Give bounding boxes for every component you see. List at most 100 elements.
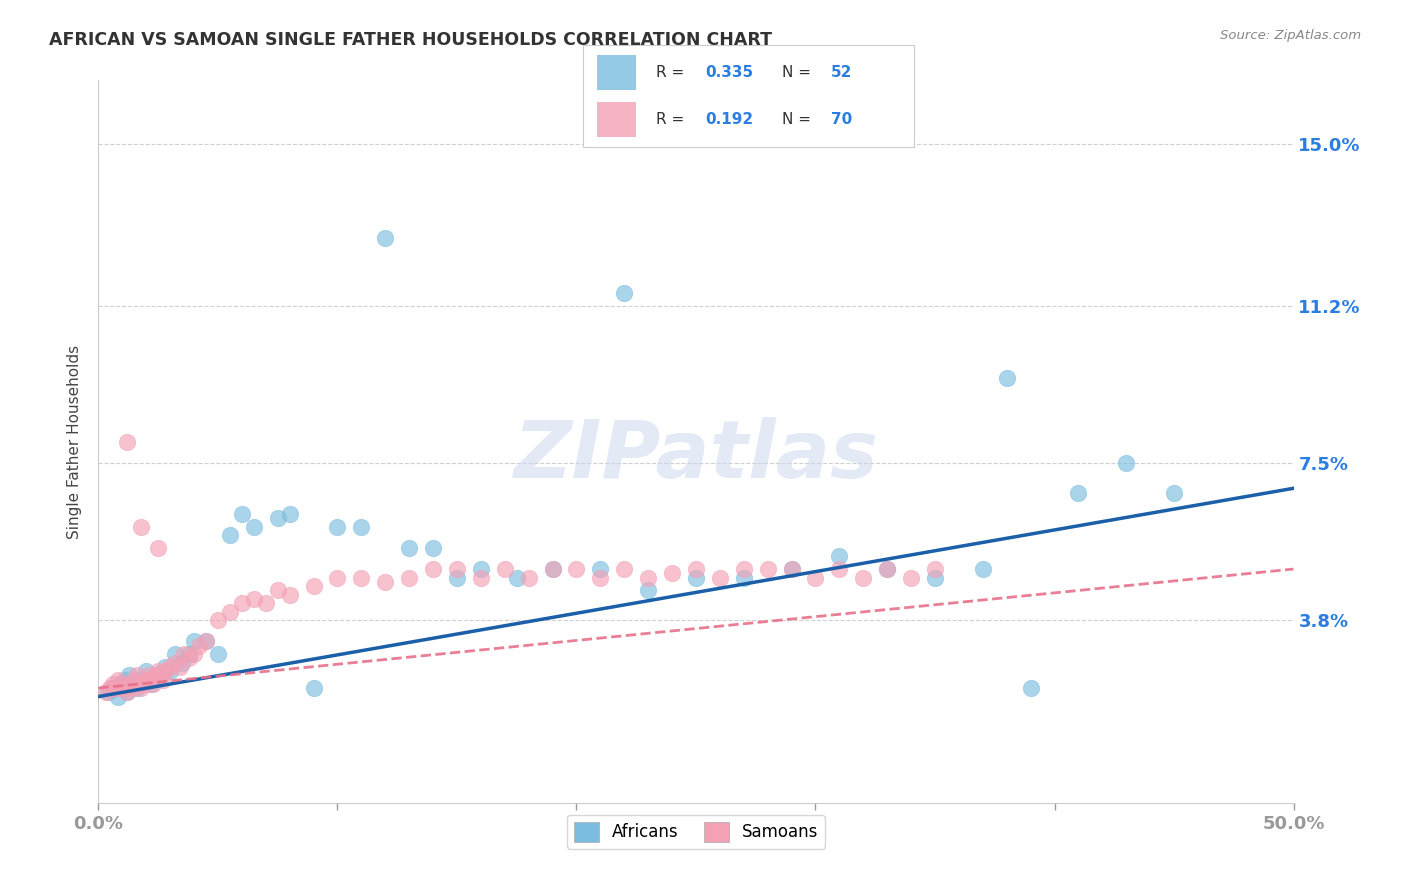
Point: [733, 570, 755, 584]
Point: [118, 668, 141, 682]
Point: [876, 562, 898, 576]
Point: [517, 570, 540, 584]
Text: ZIPatlas: ZIPatlas: [513, 417, 879, 495]
Point: [148, 541, 170, 555]
Point: [169, 660, 191, 674]
Text: R =: R =: [657, 65, 689, 79]
Point: [231, 596, 253, 610]
Point: [94, 685, 117, 699]
Point: [219, 528, 242, 542]
Point: [179, 647, 201, 661]
Bar: [596, 55, 637, 90]
Point: [278, 507, 301, 521]
Point: [398, 541, 420, 555]
Point: [107, 690, 129, 704]
Point: [131, 681, 153, 695]
Point: [125, 681, 148, 695]
Point: [155, 664, 177, 678]
Point: [350, 519, 373, 533]
Point: [107, 673, 129, 687]
Point: [124, 677, 146, 691]
Point: [446, 570, 468, 584]
Point: [398, 570, 420, 584]
Point: [972, 562, 994, 576]
Text: R =: R =: [657, 112, 689, 127]
Point: [132, 677, 155, 691]
Point: [243, 591, 266, 606]
Text: 70: 70: [831, 112, 852, 127]
Point: [121, 681, 143, 695]
Point: [128, 677, 150, 691]
Point: [138, 668, 160, 682]
Y-axis label: Single Father Households: Single Father Households: [67, 344, 83, 539]
Point: [148, 664, 170, 678]
Point: [207, 647, 229, 661]
Point: [183, 634, 205, 648]
Point: [589, 570, 612, 584]
Point: [98, 681, 122, 695]
Point: [183, 647, 205, 661]
Point: [155, 660, 177, 674]
Point: [243, 519, 266, 533]
Legend: Africans, Samoans: Africans, Samoans: [567, 815, 825, 848]
Point: [780, 562, 803, 576]
Point: [101, 681, 124, 695]
Point: [565, 562, 588, 576]
Point: [254, 596, 277, 610]
Point: [145, 668, 167, 682]
Point: [163, 647, 186, 661]
Point: [302, 579, 325, 593]
Point: [852, 570, 875, 584]
Text: Source: ZipAtlas.com: Source: ZipAtlas.com: [1220, 29, 1361, 42]
Point: [637, 570, 659, 584]
Point: [541, 562, 564, 576]
Point: [163, 656, 186, 670]
Point: [541, 562, 564, 576]
Point: [733, 562, 755, 576]
Point: [589, 562, 612, 576]
Point: [139, 677, 162, 691]
Point: [231, 507, 253, 521]
Point: [506, 570, 529, 584]
Point: [135, 664, 157, 678]
Point: [267, 511, 290, 525]
Point: [613, 562, 636, 576]
Point: [900, 570, 922, 584]
Text: AFRICAN VS SAMOAN SINGLE FATHER HOUSEHOLDS CORRELATION CHART: AFRICAN VS SAMOAN SINGLE FATHER HOUSEHOL…: [49, 31, 772, 49]
Point: [149, 668, 172, 682]
Point: [152, 673, 174, 687]
Point: [350, 570, 373, 584]
Point: [637, 583, 659, 598]
Point: [685, 570, 707, 584]
Point: [104, 681, 127, 695]
Point: [278, 588, 301, 602]
Point: [924, 562, 946, 576]
Point: [804, 570, 827, 584]
Text: 0.192: 0.192: [706, 112, 754, 127]
Point: [115, 685, 138, 699]
Point: [219, 605, 242, 619]
Point: [115, 685, 138, 699]
Text: 0.335: 0.335: [706, 65, 754, 79]
Point: [613, 285, 636, 300]
Point: [422, 562, 444, 576]
Point: [780, 562, 803, 576]
Point: [172, 656, 194, 670]
Point: [195, 634, 218, 648]
Point: [131, 519, 153, 533]
Point: [115, 434, 138, 449]
Point: [267, 583, 290, 598]
Point: [195, 634, 218, 648]
Point: [446, 562, 468, 576]
Point: [374, 574, 396, 589]
Point: [159, 664, 181, 678]
Point: [187, 639, 209, 653]
Point: [470, 570, 492, 584]
Point: [756, 562, 779, 576]
Point: [118, 677, 141, 691]
Point: [101, 677, 124, 691]
Point: [108, 677, 131, 691]
Point: [661, 566, 683, 581]
Point: [159, 660, 181, 674]
Text: N =: N =: [782, 65, 815, 79]
